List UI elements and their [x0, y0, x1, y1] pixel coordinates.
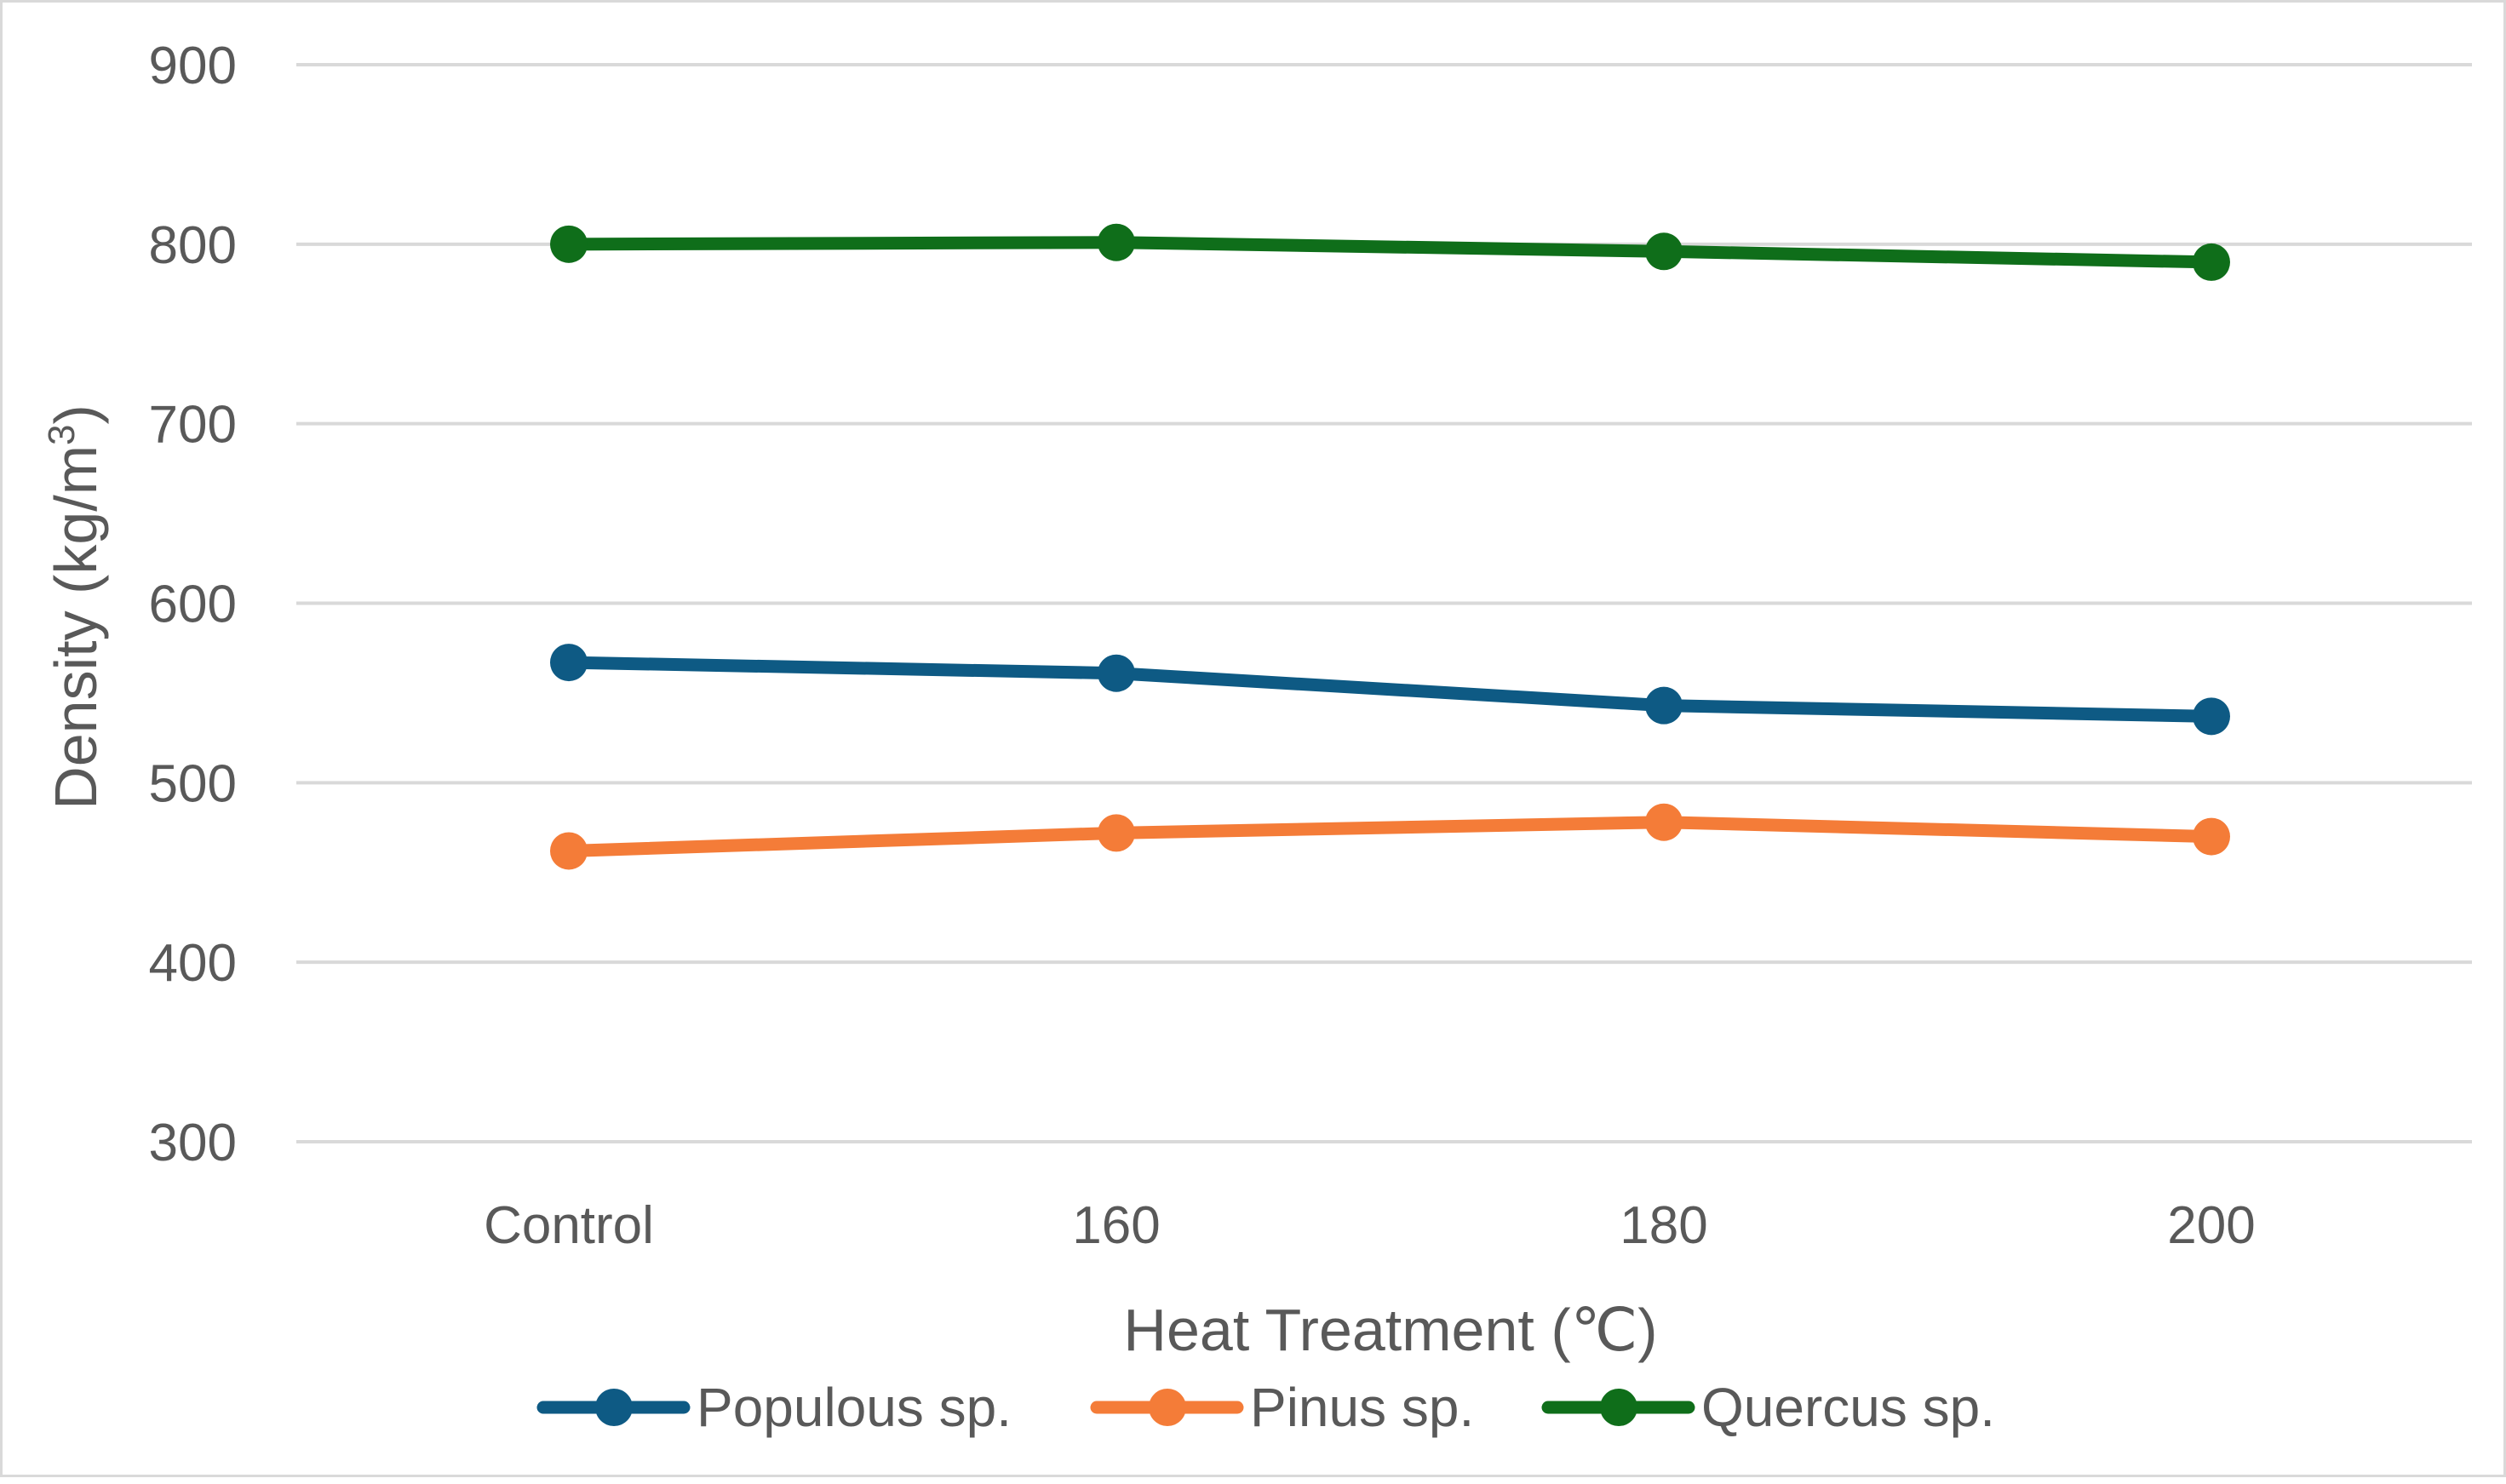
y-tick-label: 500 [149, 754, 237, 813]
x-tick-label: 180 [1620, 1196, 1707, 1255]
data-point [1645, 232, 1683, 271]
y-tick-label: 700 [149, 396, 237, 455]
data-point [1098, 223, 1135, 261]
data-point [550, 832, 588, 870]
y-tick-label: 800 [149, 216, 237, 275]
legend-label: Quercus sp. [1701, 1377, 1995, 1438]
data-point [2193, 817, 2230, 856]
x-axis-title: Heat Treatment (℃) [1123, 1297, 1657, 1363]
data-point [550, 644, 588, 682]
y-tick-label: 300 [149, 1114, 237, 1172]
y-axis-title: Density (kg/m3) [41, 404, 109, 810]
legend-swatch-marker [595, 1389, 633, 1426]
legend-label: Pinus sp. [1250, 1377, 1474, 1438]
series-pinus-sp [550, 803, 2230, 870]
data-point [2193, 697, 2230, 736]
data-point [1098, 814, 1135, 852]
y-axis-title-superscript: 3 [41, 424, 83, 444]
x-tick-label: 200 [2167, 1196, 2255, 1255]
data-point [550, 225, 588, 263]
x-tick-label: 160 [1072, 1196, 1160, 1255]
y-tick-label: 900 [149, 37, 237, 95]
y-axis-ticks: 300 400 500 600 700 800 900 [149, 37, 237, 1172]
y-tick-label: 400 [149, 934, 237, 993]
grid-lines [296, 63, 2472, 1143]
x-tick-label: Control [484, 1196, 654, 1255]
legend-swatch-marker [1600, 1389, 1637, 1426]
legend: Populous sp. Pinus sp. Quercus sp. [536, 1377, 1995, 1438]
series-populous-sp [550, 644, 2230, 736]
data-point [1098, 654, 1135, 692]
series-lines [550, 223, 2230, 870]
legend-item: Quercus sp. [1541, 1377, 1995, 1438]
data-point [1645, 686, 1683, 725]
legend-label: Populous sp. [697, 1377, 1012, 1438]
series-quercus-sp [550, 223, 2230, 281]
data-point [1645, 803, 1683, 841]
legend-item: Populous sp. [536, 1377, 1012, 1438]
y-axis-title-end: ) [43, 404, 109, 424]
data-point [2193, 243, 2230, 281]
legend-swatch-marker [1149, 1389, 1186, 1426]
series-line [562, 816, 2218, 857]
y-axis-title-main: Density (kg/m [43, 445, 109, 810]
legend-item: Pinus sp. [1090, 1377, 1474, 1438]
series-line [562, 236, 2218, 269]
line-chart: 300 400 500 600 700 800 900 Control 160 180 200 D… [41, 37, 2472, 1438]
series-line [562, 656, 2218, 723]
x-axis-ticks: Control 160 180 200 [484, 1196, 2256, 1255]
y-tick-label: 600 [149, 576, 237, 634]
